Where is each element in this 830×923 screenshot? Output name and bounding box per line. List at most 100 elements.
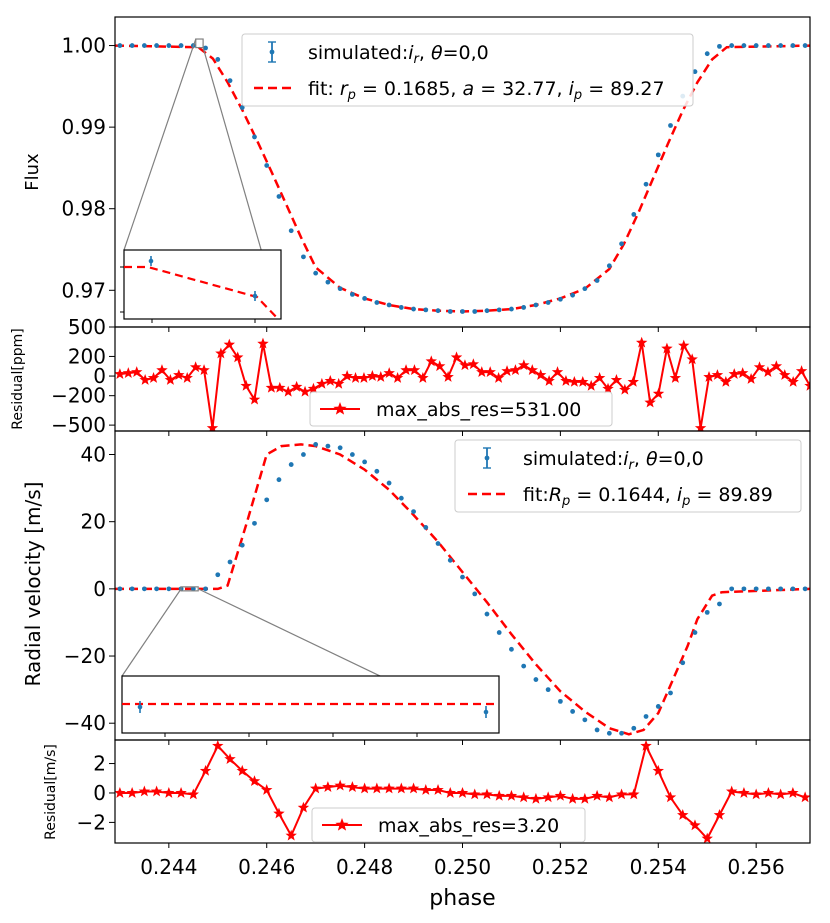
rv-residual-marker xyxy=(444,786,456,798)
flux-residual-marker xyxy=(720,375,732,387)
flux-ytick-label: 0.97 xyxy=(61,278,106,302)
rv-legend-sim-dot xyxy=(484,455,490,461)
flux-ytick-label: 1.00 xyxy=(61,34,106,58)
flux-point xyxy=(729,43,735,48)
flux-point xyxy=(606,263,612,269)
flux-point xyxy=(582,286,588,292)
rv-point xyxy=(301,452,306,457)
rv-point xyxy=(288,462,294,467)
flux-point xyxy=(154,43,160,48)
flux-point xyxy=(411,306,416,312)
flux-point xyxy=(374,300,380,305)
flux-point xyxy=(631,212,637,217)
rv-residual-marker xyxy=(481,788,493,800)
flux-residual-marker xyxy=(189,361,202,373)
rv-zoom-connector xyxy=(121,588,182,677)
rv-residual-marker xyxy=(517,791,530,803)
rv-point xyxy=(190,586,196,592)
flux-residual-marker xyxy=(509,364,522,376)
flux-residual-marker xyxy=(139,373,151,385)
flux-residual-marker xyxy=(324,374,336,386)
flux-point xyxy=(557,296,563,302)
rv-residual-marker xyxy=(664,791,677,803)
flux-point xyxy=(398,305,404,310)
flux-residual-marker xyxy=(408,364,421,376)
flux-residual-legend-frame xyxy=(309,391,613,427)
flux-residual-marker xyxy=(400,364,412,376)
rv-residual-marker xyxy=(334,779,346,791)
rv-point xyxy=(692,630,698,635)
flux-ytick-label: 0.99 xyxy=(61,115,106,139)
flux-residual-marker xyxy=(349,372,362,383)
flux-point xyxy=(741,43,747,48)
flux-point xyxy=(447,309,453,314)
rv-point xyxy=(447,557,453,563)
flux-inset-frame xyxy=(123,249,282,320)
rv-residual-marker xyxy=(395,782,408,794)
flux-point xyxy=(484,308,490,314)
flux-residual-marker xyxy=(391,372,404,383)
flux-point xyxy=(386,302,392,308)
rv-inset-point xyxy=(483,709,489,715)
rv-residual-marker xyxy=(383,782,395,794)
flux-point xyxy=(423,307,429,313)
rv-point xyxy=(264,497,270,503)
rv-point xyxy=(362,459,368,465)
flux-plot xyxy=(115,43,810,314)
rv-point xyxy=(533,677,539,682)
rv-point xyxy=(680,660,686,666)
rv-point xyxy=(545,687,551,693)
flux-residual-marker xyxy=(198,364,210,376)
flux-point xyxy=(472,309,478,314)
x-tick-label: 0.254 xyxy=(630,855,687,879)
flux-legend-frame xyxy=(241,33,694,107)
flux-residual-legend: max_abs_res=531.00 xyxy=(309,391,613,427)
rv-point xyxy=(386,480,392,486)
flux-residual-marker xyxy=(585,379,597,391)
rv-point xyxy=(668,690,673,696)
flux-point xyxy=(533,302,539,308)
flux-point xyxy=(362,296,368,301)
flux-residual-marker xyxy=(669,372,682,383)
flux-residual-marker xyxy=(375,371,387,382)
rv-point xyxy=(423,524,429,530)
flux-residual-marker xyxy=(333,377,345,389)
rv-residual-marker xyxy=(469,788,481,800)
rv-point xyxy=(435,541,441,546)
flux-point xyxy=(288,228,294,234)
flux-residual-marker xyxy=(560,374,572,386)
flux-residual-marker xyxy=(526,364,538,376)
rv-legend-frame xyxy=(454,439,802,513)
rv-point xyxy=(374,468,380,474)
flux-point xyxy=(704,51,710,57)
rv-point xyxy=(129,586,135,592)
x-tick-label: 0.248 xyxy=(336,855,393,879)
rv-ytick-label: 40 xyxy=(81,443,106,467)
rv-ytick-label: 0 xyxy=(93,577,106,601)
flux-point xyxy=(301,254,306,260)
x-tick-label: 0.244 xyxy=(140,855,197,879)
flux-point xyxy=(802,43,808,48)
flux-point xyxy=(313,270,319,276)
flux-residual-marker xyxy=(257,337,269,349)
rv-residual-marker xyxy=(273,807,285,819)
flux-residual-marker xyxy=(577,375,589,387)
flux-residual-marker xyxy=(686,353,698,365)
rv-residual-marker xyxy=(126,786,138,798)
flux-point xyxy=(141,43,147,48)
flux-residual-marker xyxy=(602,382,614,394)
rv-residual-marker xyxy=(236,764,248,776)
flux-point xyxy=(276,194,282,199)
rv-residual-marker xyxy=(505,789,518,801)
x-tick-label: 0.256 xyxy=(728,855,785,879)
flux-residual-marker xyxy=(459,359,471,371)
flux-residual-marker xyxy=(147,372,160,383)
flux-point xyxy=(692,69,698,75)
rv-residual-marker xyxy=(774,788,787,800)
flux-point xyxy=(594,278,600,283)
flux-residual-marker xyxy=(804,379,810,391)
flux-residual-marker xyxy=(644,396,656,408)
flux-point xyxy=(496,307,502,313)
rv-residual-marker xyxy=(701,832,713,843)
